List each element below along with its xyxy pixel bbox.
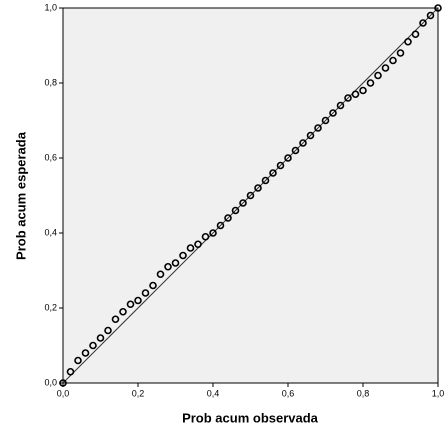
- y-tick-label: 0,2: [44, 302, 57, 312]
- point: [374, 71, 382, 80]
- point: [381, 64, 390, 72]
- point: [284, 154, 292, 162]
- point: [404, 37, 412, 46]
- point: [344, 94, 352, 102]
- x-tick-label: 0,8: [357, 388, 370, 398]
- point: [336, 101, 345, 110]
- point: [111, 315, 120, 324]
- point: [306, 131, 315, 140]
- point: [246, 191, 255, 200]
- x-tick-label: 0,2: [132, 388, 145, 398]
- point: [149, 281, 157, 290]
- x-tick-label: 0,0: [57, 388, 70, 398]
- point: [276, 161, 285, 170]
- point: [291, 146, 300, 155]
- point: [329, 109, 337, 117]
- point: [74, 356, 82, 365]
- y-tick-label: 0,4: [44, 227, 57, 237]
- y-tick-label: 1,0: [44, 2, 57, 12]
- point: [89, 341, 97, 350]
- point: [194, 240, 202, 249]
- x-axis-title: Prob acum observada: [182, 410, 319, 425]
- point: [164, 262, 172, 271]
- point: [126, 300, 135, 309]
- point: [171, 259, 180, 267]
- x-tick-label: 0,6: [282, 388, 295, 398]
- point: [314, 124, 322, 132]
- point: [254, 184, 262, 192]
- point: [434, 4, 442, 12]
- y-axis-title: Prob acum esperada: [13, 131, 28, 260]
- point: [419, 19, 427, 27]
- point: [351, 90, 360, 99]
- point: [299, 139, 307, 147]
- y-tick-label: 0,8: [44, 77, 57, 87]
- y-tick-label: 0,0: [44, 377, 57, 387]
- point: [201, 232, 210, 241]
- point: [396, 49, 405, 57]
- point: [426, 11, 435, 20]
- reference-line: [62, 7, 439, 384]
- x-tick-label: 1,0: [432, 388, 445, 398]
- point: [179, 251, 187, 260]
- point: [96, 334, 105, 342]
- point: [186, 244, 195, 252]
- point: [261, 176, 270, 185]
- point: [119, 307, 127, 316]
- y-tick-label: 0,6: [44, 152, 57, 162]
- x-tick-label: 0,4: [207, 388, 220, 398]
- point: [81, 349, 90, 357]
- point: [231, 206, 240, 215]
- point: [59, 379, 67, 387]
- point: [66, 367, 75, 376]
- point: [269, 169, 277, 177]
- point: [216, 221, 225, 230]
- point: [366, 79, 375, 87]
- point: [359, 86, 367, 95]
- point: [134, 296, 142, 305]
- point: [156, 270, 165, 279]
- point: [209, 229, 217, 237]
- point: [224, 214, 232, 222]
- point: [141, 289, 150, 297]
- point: [239, 199, 247, 207]
- point: [104, 326, 112, 335]
- point: [389, 56, 397, 65]
- point: [321, 116, 330, 125]
- point: [411, 30, 420, 39]
